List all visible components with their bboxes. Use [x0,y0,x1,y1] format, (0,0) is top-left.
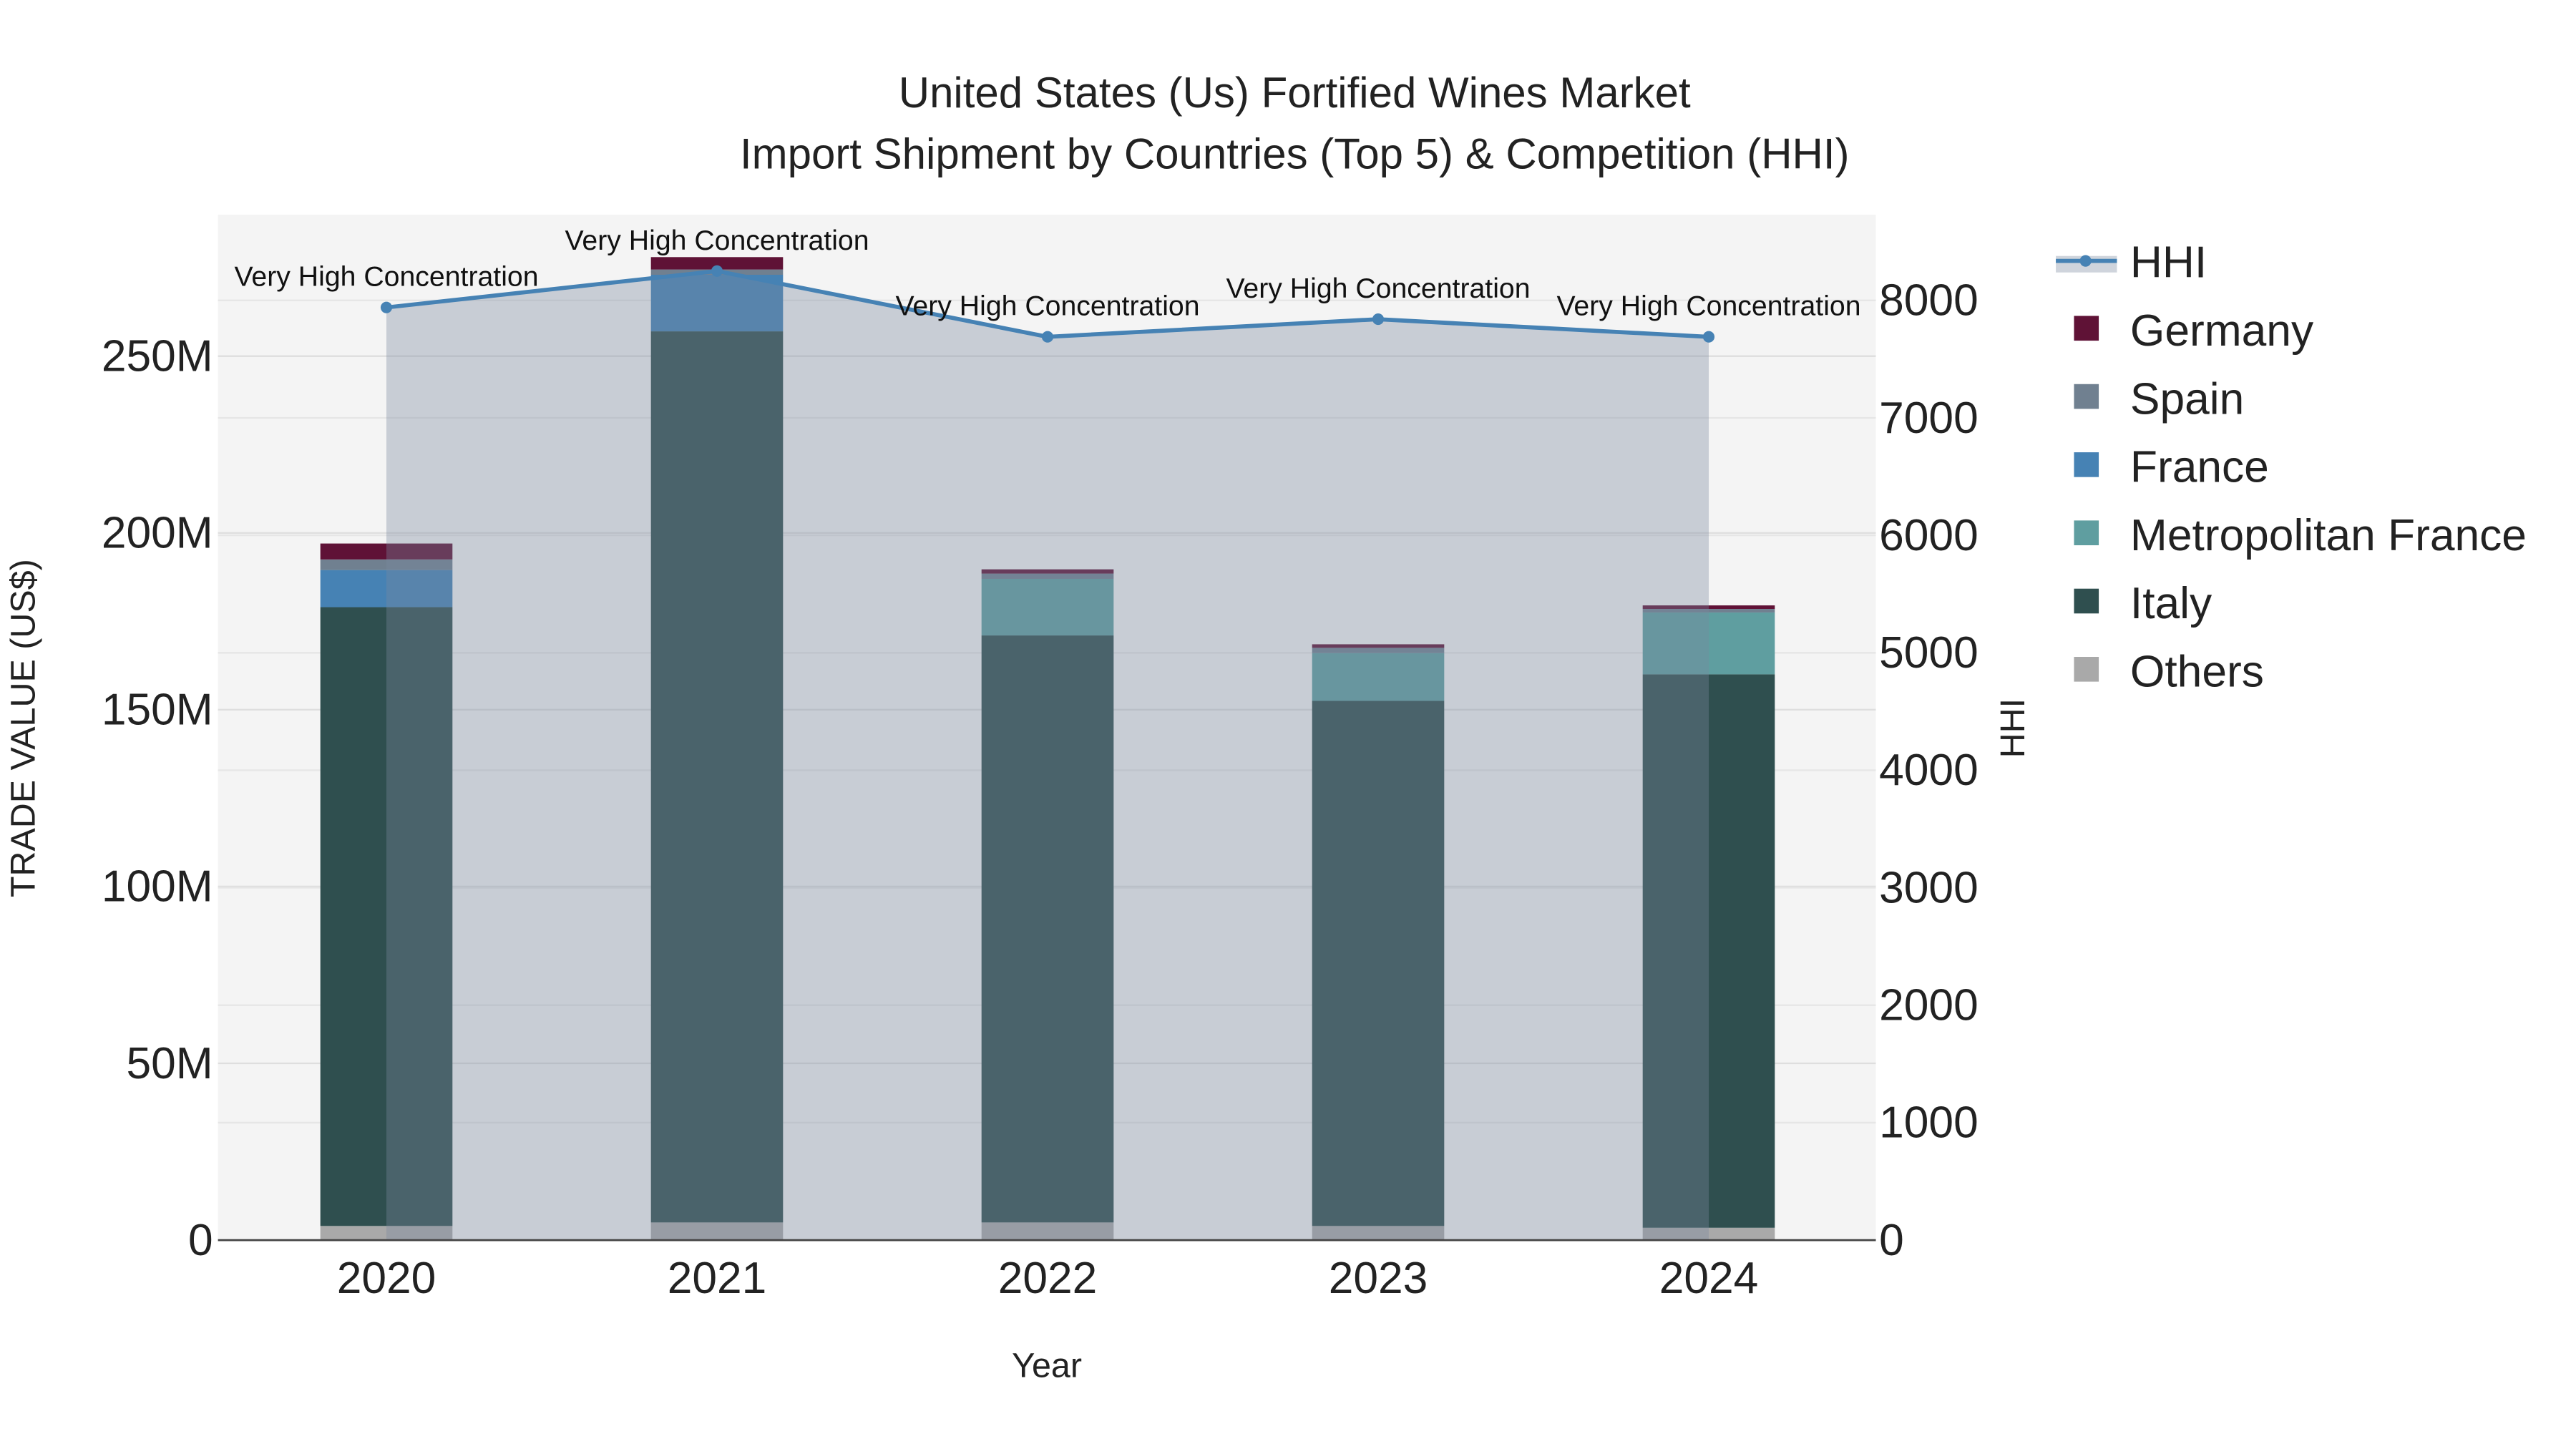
bar-metropolitan-france-2024 [1642,612,1775,675]
hhi-annotation: Very High Concentration [1226,273,1530,304]
bar-others-2023 [1312,1226,1445,1241]
bar-germany-2022 [981,569,1114,574]
legend-swatch-metropolitan-france [2074,520,2099,545]
legend-swatch-france [2074,452,2099,477]
bar-metropolitan-france-2022 [981,578,1114,636]
bar-germany-2024 [1642,605,1775,609]
bar-italy-2020 [320,607,453,1226]
x-tick-label: 2023 [1329,1254,1428,1303]
legend-label: HHI [2130,238,2207,288]
legend-swatch-spain [2074,384,2099,409]
bar-italy-2024 [1642,674,1775,1228]
hhi-area [386,270,1709,1241]
y-tick-label: 0 [188,1216,213,1265]
bar-spain-2020 [320,559,453,570]
legend-swatch-italy [2074,588,2099,614]
x-tick-label: 2024 [1659,1254,1759,1303]
legend-label: Others [2130,648,2264,697]
hhi-point-2020 [380,301,393,313]
legend-label: Italy [2130,579,2212,628]
y2-tick-label: 6000 [1879,511,1979,560]
x-axis-title: Year [1012,1347,1082,1385]
y2-tick-label: 7000 [1879,394,1979,443]
bar-italy-2021 [650,331,784,1223]
hhi-point-2024 [1702,331,1715,343]
legend: HHI Germany Spain France Metropolitan France… [2056,238,2527,697]
bar-others-2022 [981,1222,1114,1241]
chart-subtitle: Import Shipment by Countries (Top 5) & C… [740,130,1850,177]
y-tick-label: 250M [102,331,213,381]
legend-swatch-others [2074,657,2099,682]
hhi-point-2022 [1041,331,1054,343]
y2-tick-label: 2000 [1879,981,1979,1030]
y-tick-label: 200M [102,509,213,558]
x-tick-label: 2021 [668,1254,767,1303]
bar-italy-2022 [981,635,1114,1223]
y2-tick-label: 4000 [1879,746,1979,795]
hhi-annotation: Very High Concentration [234,261,538,293]
y-tick-label: 100M [102,862,213,912]
y2-tick-label: 8000 [1879,276,1979,326]
y-axis-title: TRADE VALUE (US$) [4,559,42,897]
bar-spain-2024 [1642,608,1775,613]
x-tick-label: 2020 [337,1254,436,1303]
x-tick-label: 2022 [998,1254,1098,1303]
hhi-annotation: Very High Concentration [1556,291,1860,322]
bar-italy-2023 [1312,701,1445,1226]
y-tick-label: 150M [102,686,213,735]
legend-label: Spain [2130,374,2244,424]
bar-germany-2023 [1312,644,1445,648]
legend-hhi-marker [2079,255,2092,267]
chart-title: United States (Us) Fortified Wines Marke… [899,69,1691,117]
bar-france-2020 [320,570,453,608]
legend-label: Metropolitan France [2130,511,2527,560]
hhi-point-2023 [1372,313,1385,326]
hhi-annotation: Very High Concentration [895,291,1199,322]
y-tick-label: 50M [127,1039,213,1088]
bar-germany-2020 [320,543,453,560]
y2-tick-label: 3000 [1879,863,1979,912]
legend-label: Germany [2130,306,2314,356]
bar-france-2021 [650,275,784,332]
legend-swatch-germany [2074,316,2099,341]
y2-tick-label: 0 [1879,1216,1904,1265]
hhi-annotation: Very High Concentration [565,225,869,256]
bar-others-2021 [650,1222,784,1241]
bar-spain-2022 [981,573,1114,579]
y2-tick-label: 5000 [1879,628,1979,678]
hhi-point-2021 [711,265,723,277]
bar-others-2020 [320,1226,453,1241]
y2-axis-title: HHI [1994,698,2032,758]
y2-tick-label: 1000 [1879,1098,1979,1148]
bar-metropolitan-france-2023 [1312,653,1445,701]
bar-germany-2021 [650,257,784,270]
bar-spain-2023 [1312,648,1445,653]
bar-others-2024 [1642,1227,1775,1241]
legend-label: France [2130,443,2269,492]
